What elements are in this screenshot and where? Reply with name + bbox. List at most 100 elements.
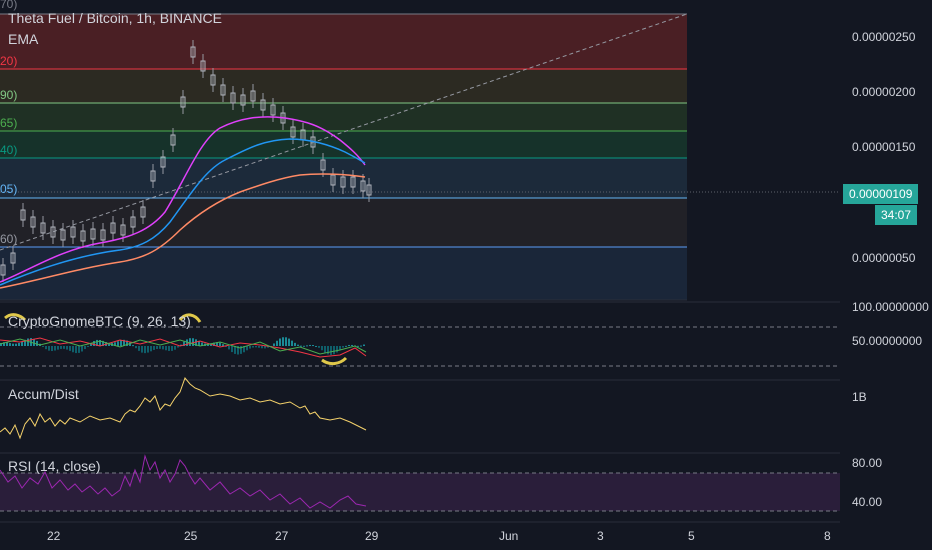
- gnome-hist-bar: [213, 342, 215, 346]
- accum-dist-label[interactable]: Accum/Dist: [8, 386, 79, 402]
- fib-bands: [0, 14, 687, 300]
- gnome-hist-bar: [141, 346, 143, 353]
- candle-body: [350, 176, 356, 188]
- ema-indicator-label[interactable]: EMA: [8, 31, 39, 47]
- gnome-hist-bar: [309, 344, 311, 346]
- gnome-hist-bar: [339, 346, 341, 351]
- candle-body: [340, 176, 346, 188]
- gnome-hist-bar: [45, 346, 47, 350]
- gnome-hist-bar: [315, 345, 317, 347]
- candle-body: [360, 180, 366, 192]
- candles: [0, 40, 372, 282]
- gnome-hist-bar: [6, 342, 8, 346]
- current-price-badge: 0.00000109: [843, 184, 919, 204]
- gnome-histogram: [0, 337, 365, 355]
- candle-body: [290, 126, 296, 138]
- time-label-29: 29: [365, 529, 379, 543]
- fib-label-5: 40): [0, 143, 18, 157]
- symbol-title[interactable]: Theta Fuel / Bitcoin, 1h, BINANCE: [8, 10, 222, 26]
- gnome-indicator-label[interactable]: CryptoGnomeBTC (9, 26, 13): [8, 313, 191, 329]
- candle-body: [220, 84, 226, 96]
- candle-body: [210, 74, 216, 86]
- gnome-hist-bar: [147, 346, 149, 353]
- rsi-indicator-label[interactable]: RSI (14, close): [8, 458, 101, 474]
- price-axis-label-2: 0.00000200: [852, 85, 916, 99]
- candle-body: [180, 96, 186, 108]
- gnome-marker-1: [4, 313, 27, 322]
- time-label-3: 3: [597, 529, 604, 543]
- gnome-marker-3: [321, 356, 348, 366]
- gnome-hist-bar: [189, 338, 191, 346]
- gnome-macd-line: [0, 338, 367, 355]
- candle-body: [366, 184, 372, 196]
- gnome-hist-bar: [261, 346, 263, 349]
- candle-body: [130, 216, 136, 228]
- gnome-hist-bar: [264, 346, 266, 349]
- gnome-hist-bar: [123, 339, 125, 346]
- gnome-hist-bar: [300, 345, 302, 347]
- candle-body: [10, 252, 16, 264]
- gnome-hist-bar: [93, 340, 95, 346]
- gnome-hist-bar: [258, 346, 260, 348]
- candle-body: [80, 230, 86, 242]
- gnome-hist-bar: [60, 346, 62, 349]
- gnome-axis-label-2: 50.00000000: [852, 334, 923, 348]
- rsi-axis-label-1: 80.00: [852, 456, 883, 470]
- gnome-hist-bar: [198, 340, 200, 346]
- gnome-hist-bar: [144, 346, 146, 354]
- time-label-5: 5: [688, 529, 695, 543]
- candle-body: [150, 170, 156, 182]
- gnome-hist-bar: [177, 346, 179, 348]
- time-label-25: 25: [184, 529, 198, 543]
- gnome-hist-bar: [156, 346, 158, 350]
- trend-line[interactable]: [0, 13, 688, 251]
- gnome-hist-bar: [57, 346, 59, 350]
- gnome-hist-bar: [12, 343, 14, 346]
- rsi-line: [0, 454, 367, 509]
- gnome-hist-bar: [318, 346, 320, 348]
- gnome-hist-bar: [99, 340, 101, 346]
- candle-body: [120, 224, 126, 236]
- price-axis-label-4: 0.00000050: [852, 251, 916, 265]
- gnome-hist-bar: [273, 343, 275, 346]
- gnome-hist-bar: [345, 345, 347, 347]
- gnome-hist-bar: [168, 346, 170, 351]
- gnome-hist-bar: [297, 344, 299, 346]
- gnome-hist-bar: [9, 343, 11, 346]
- gnome-hist-bar: [357, 345, 359, 347]
- gnome-hist-bar: [153, 346, 155, 350]
- fib-band-3: [0, 103, 687, 131]
- candle-body: [70, 226, 76, 238]
- gnome-hist-bar: [267, 346, 269, 348]
- gnome-hist-bar: [120, 340, 122, 346]
- gnome-hist-bar: [66, 346, 68, 350]
- gnome-hist-bar: [228, 346, 230, 350]
- gnome-hist-bar: [114, 342, 116, 346]
- gnome-axis-label-1: 100.00000000: [852, 300, 929, 314]
- gnome-hist-bar: [81, 346, 83, 352]
- candle-body: [330, 174, 336, 186]
- gnome-hist-bar: [174, 346, 176, 350]
- candle-body: [60, 229, 66, 241]
- fib-label-3: 90): [0, 88, 18, 102]
- candle-body: [40, 222, 46, 234]
- gnome-hist-bar: [201, 342, 203, 346]
- gnome-hist-bar: [195, 339, 197, 346]
- gnome-hist-bar: [21, 341, 23, 346]
- gnome-hist-bar: [234, 346, 236, 354]
- gnome-hist-bar: [15, 343, 17, 346]
- gnome-hist-bar: [243, 346, 245, 353]
- gnome-hist-bar: [75, 346, 77, 354]
- price-axis-label-3: 0.00000150: [852, 140, 916, 154]
- gnome-hist-bar: [219, 342, 221, 346]
- candle-body: [100, 229, 106, 241]
- candle-body: [90, 228, 96, 240]
- gnome-hist-bar: [327, 346, 329, 355]
- candle-body: [110, 222, 116, 234]
- gnome-hist-bar: [252, 346, 254, 348]
- gnome-hist-bar: [330, 346, 332, 355]
- gnome-hist-bar: [63, 346, 65, 349]
- rsi-band: [0, 473, 840, 511]
- gnome-hist-bar: [288, 338, 290, 346]
